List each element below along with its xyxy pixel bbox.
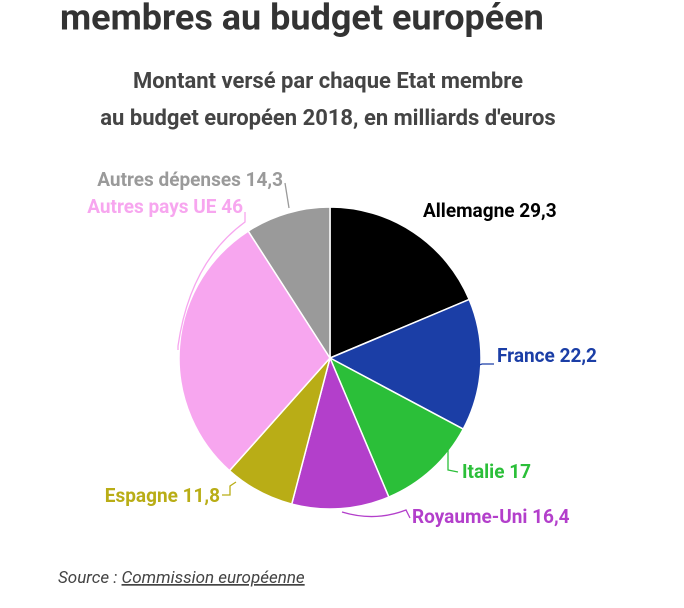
category-label: Italie xyxy=(462,460,504,483)
chart-title: membres au budget européen xyxy=(60,0,544,39)
source-link[interactable]: Commission européenne xyxy=(122,568,305,588)
source: Source : Commission européenne xyxy=(58,568,305,588)
pie-slice xyxy=(247,206,331,361)
category-label: Espagne xyxy=(105,484,178,507)
pie-slice xyxy=(178,230,331,472)
subtitle: au budget européen 2018, en milliards d'… xyxy=(100,106,555,131)
slice-label: Autres pays UE 46 xyxy=(87,195,243,218)
value-label: 46 xyxy=(221,195,243,218)
category-label: Allemagne xyxy=(423,199,514,222)
leader-line xyxy=(284,182,290,209)
leader-line xyxy=(447,450,459,473)
pie-slice xyxy=(290,355,390,510)
value-label: 17 xyxy=(509,460,531,483)
slice-label: Italie 17 xyxy=(462,460,531,483)
category-label: France xyxy=(497,344,555,367)
value-label: 29,3 xyxy=(519,199,556,222)
pie-slice xyxy=(328,356,465,499)
value-label: 22,2 xyxy=(560,344,597,367)
value-label: 16,4 xyxy=(532,505,569,528)
slice-label: Royaume-Uni 16,4 xyxy=(412,505,570,528)
slice-label: France 22,2 xyxy=(497,344,597,367)
category-label: Royaume-Uni xyxy=(412,505,527,528)
source-prefix: Source : xyxy=(58,568,122,588)
value-label: 11,8 xyxy=(183,484,220,507)
category-label: Autres pays UE xyxy=(87,195,217,218)
leader-line xyxy=(177,212,246,350)
slice-label: Allemagne 29,3 xyxy=(423,199,557,222)
slice-label: Espagne 11,8 xyxy=(105,484,220,507)
leader-line xyxy=(469,363,494,369)
pie-slice xyxy=(329,206,471,360)
value-label: 14,3 xyxy=(246,168,283,191)
subtitle: Montant versé par chaque Etat membre xyxy=(133,69,523,94)
leader-line xyxy=(222,481,237,496)
leader-line xyxy=(341,509,411,519)
slice-label: Autres dépenses 14,3 xyxy=(97,168,283,191)
category-label: Autres dépenses xyxy=(97,168,241,191)
